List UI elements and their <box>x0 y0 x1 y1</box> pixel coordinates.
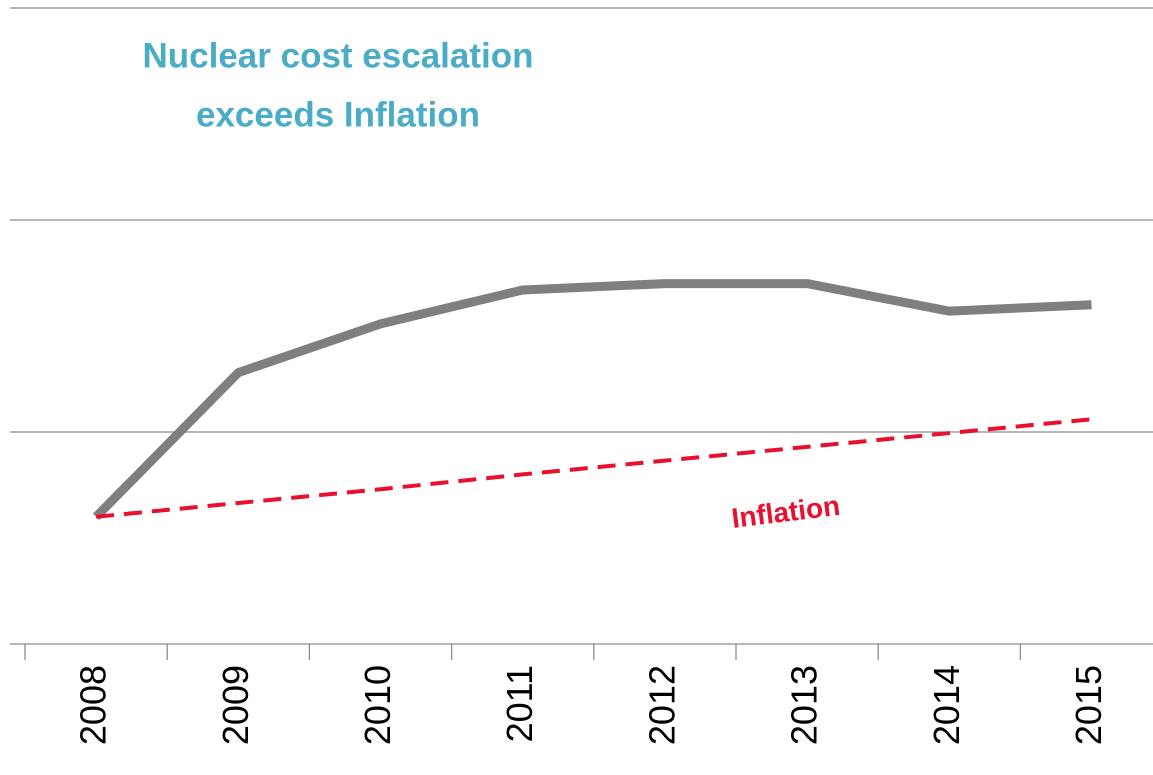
line-series <box>95 417 1092 519</box>
line-series <box>92 279 1092 520</box>
x-tick-label: 2012 <box>641 665 682 745</box>
x-tick-label: 2013 <box>784 665 825 745</box>
chart-title: Nuclear cost escalation <box>143 36 534 75</box>
x-tick-label: 2014 <box>926 665 967 745</box>
x-tick-label: 2009 <box>215 665 256 745</box>
x-tick-label: 2008 <box>73 665 114 745</box>
series-annotation: Inflation <box>730 490 842 534</box>
x-tick-label: 2011 <box>499 665 540 742</box>
x-tick-label: 2010 <box>357 665 398 745</box>
x-tick-label: 2015 <box>1068 665 1109 745</box>
chart-title: exceeds Inflation <box>196 95 480 134</box>
